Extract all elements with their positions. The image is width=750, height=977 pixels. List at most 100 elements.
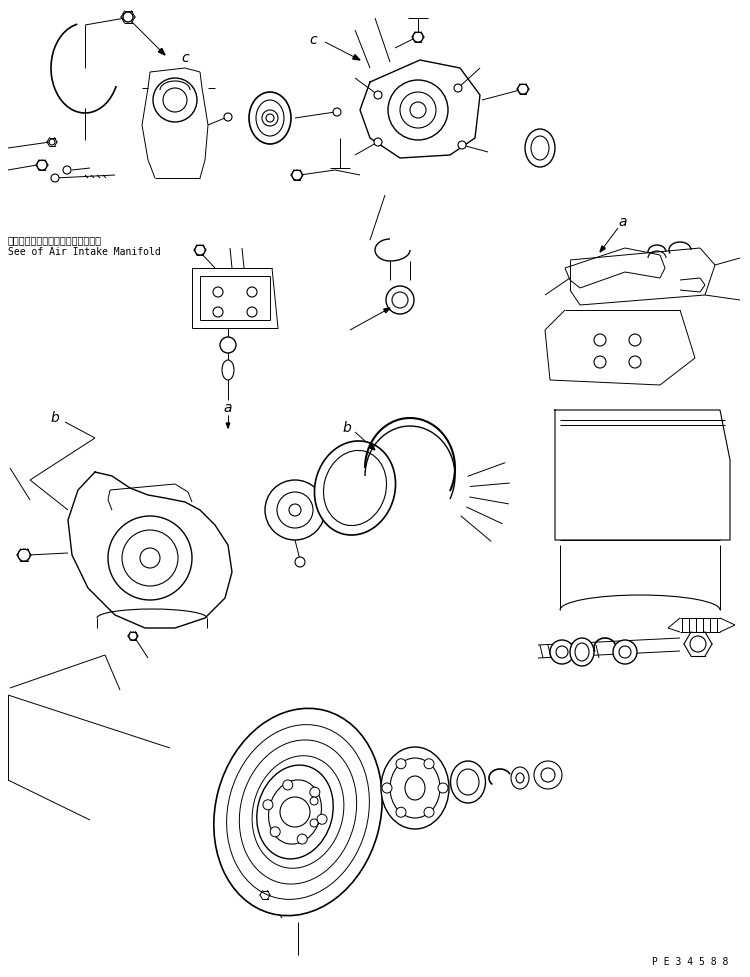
Text: エアーインテークマニホールド参照: エアーインテークマニホールド参照 (8, 235, 102, 245)
Circle shape (140, 548, 160, 568)
Ellipse shape (323, 450, 386, 526)
Circle shape (224, 113, 232, 121)
Ellipse shape (451, 761, 485, 803)
Circle shape (613, 640, 637, 664)
Circle shape (289, 504, 301, 516)
Ellipse shape (256, 100, 284, 136)
Circle shape (297, 834, 307, 844)
Ellipse shape (249, 92, 291, 144)
Circle shape (413, 32, 423, 42)
Ellipse shape (265, 772, 332, 853)
Polygon shape (384, 308, 390, 313)
Ellipse shape (256, 765, 333, 859)
Ellipse shape (511, 767, 529, 789)
Circle shape (153, 78, 197, 122)
Circle shape (310, 797, 318, 805)
Circle shape (213, 307, 223, 317)
Circle shape (594, 356, 606, 368)
Circle shape (424, 807, 434, 817)
Circle shape (263, 800, 273, 810)
Circle shape (163, 88, 187, 112)
Circle shape (410, 102, 426, 118)
Ellipse shape (277, 786, 320, 838)
Circle shape (396, 759, 406, 769)
Circle shape (295, 557, 305, 567)
Text: b: b (343, 421, 351, 435)
Circle shape (108, 516, 192, 600)
Circle shape (277, 492, 313, 528)
Circle shape (220, 337, 236, 353)
Circle shape (283, 780, 292, 790)
Ellipse shape (214, 708, 382, 915)
Ellipse shape (381, 747, 449, 829)
Circle shape (424, 759, 434, 769)
Circle shape (518, 84, 528, 94)
Circle shape (392, 292, 408, 308)
Text: a: a (619, 215, 627, 229)
Circle shape (386, 286, 414, 314)
Ellipse shape (570, 638, 594, 666)
Ellipse shape (516, 773, 524, 783)
Circle shape (247, 287, 257, 297)
Circle shape (18, 549, 30, 561)
Circle shape (63, 166, 71, 174)
Circle shape (262, 110, 278, 126)
Circle shape (396, 807, 406, 817)
Circle shape (213, 287, 223, 297)
Circle shape (195, 245, 205, 255)
Text: P E 3 4 5 8 8: P E 3 4 5 8 8 (652, 957, 728, 967)
Text: b: b (51, 411, 59, 425)
Circle shape (388, 80, 448, 140)
Circle shape (690, 636, 706, 652)
Circle shape (129, 632, 137, 640)
Circle shape (37, 160, 47, 170)
Polygon shape (226, 423, 230, 428)
Polygon shape (352, 55, 360, 60)
Circle shape (454, 84, 462, 92)
Circle shape (333, 108, 341, 116)
Circle shape (619, 646, 631, 658)
Circle shape (265, 480, 325, 540)
Circle shape (247, 307, 257, 317)
Circle shape (438, 783, 448, 793)
Circle shape (550, 640, 574, 664)
Circle shape (270, 827, 280, 836)
Circle shape (51, 174, 59, 182)
Circle shape (310, 819, 318, 827)
Ellipse shape (239, 740, 357, 884)
Circle shape (534, 761, 562, 789)
Text: c: c (182, 51, 189, 65)
Ellipse shape (268, 780, 322, 844)
Text: See of Air Intake Manifold: See of Air Intake Manifold (8, 247, 160, 257)
Circle shape (629, 334, 641, 346)
Circle shape (382, 783, 392, 793)
Circle shape (556, 646, 568, 658)
Circle shape (374, 138, 382, 146)
Circle shape (594, 334, 606, 346)
Polygon shape (158, 48, 165, 55)
Text: a: a (224, 401, 232, 415)
Circle shape (49, 139, 55, 145)
Ellipse shape (405, 776, 425, 800)
Circle shape (266, 114, 274, 122)
Ellipse shape (222, 360, 234, 380)
Ellipse shape (252, 756, 344, 869)
Circle shape (400, 92, 436, 128)
Circle shape (123, 12, 133, 22)
Ellipse shape (531, 136, 549, 160)
Circle shape (310, 787, 320, 797)
Circle shape (374, 91, 382, 99)
Ellipse shape (314, 441, 395, 535)
Circle shape (458, 141, 466, 149)
Ellipse shape (525, 129, 555, 167)
Ellipse shape (390, 758, 440, 818)
Circle shape (629, 356, 641, 368)
Ellipse shape (226, 725, 370, 900)
Polygon shape (369, 445, 375, 450)
Text: c: c (309, 33, 316, 47)
Ellipse shape (457, 769, 479, 795)
Circle shape (317, 814, 327, 825)
Circle shape (122, 530, 178, 586)
Polygon shape (600, 246, 605, 252)
Circle shape (292, 170, 302, 180)
